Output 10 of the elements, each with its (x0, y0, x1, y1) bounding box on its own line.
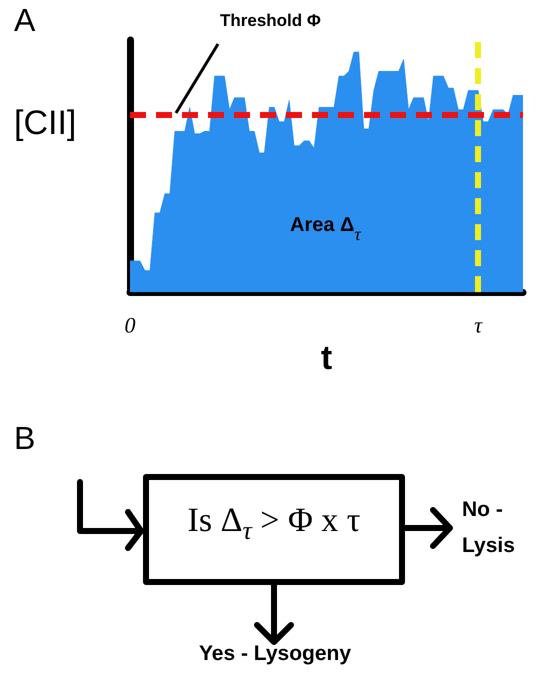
x-tick-label: τ (474, 312, 484, 338)
text: No - Lysis (462, 497, 516, 559)
chart-title: A (14, 2, 36, 38)
ref-line-label: Threshold Φ (220, 11, 321, 30)
x-axis-title: t (320, 339, 332, 377)
x-tick-label: 0 (124, 312, 136, 338)
y-axis-title: [CII] (14, 104, 76, 142)
text: Yes - Lysogeny (198, 642, 352, 666)
text: Is Δ$_{τ}$ > Φ x τ (186, 502, 362, 546)
text: B (14, 420, 36, 457)
